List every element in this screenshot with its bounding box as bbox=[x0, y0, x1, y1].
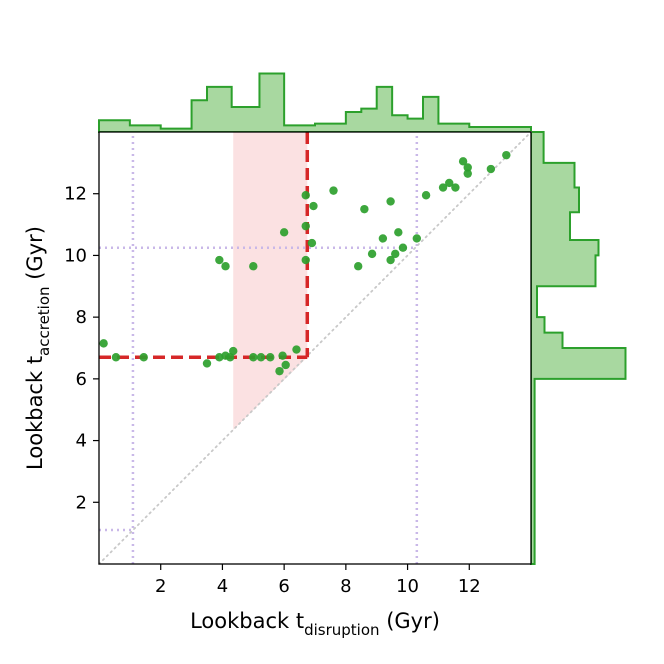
scatter-point bbox=[281, 360, 290, 370]
scatter-point bbox=[438, 183, 448, 192]
scatter-point bbox=[309, 201, 318, 211]
x-axis-label-main: Lookback t bbox=[190, 609, 304, 633]
scatter-point bbox=[202, 359, 212, 368]
scatter-point bbox=[412, 234, 422, 243]
scatter-point bbox=[256, 353, 266, 362]
scatter-point bbox=[301, 255, 310, 265]
right-histogram-bars bbox=[530, 131, 627, 565]
x-axis-label-sub: disruption bbox=[304, 621, 379, 639]
scatter-point bbox=[458, 157, 468, 166]
scatter-point bbox=[249, 353, 258, 362]
scatter-point bbox=[229, 346, 238, 356]
scatter-point bbox=[445, 178, 454, 188]
scatter-point bbox=[278, 351, 287, 360]
scatter-point bbox=[398, 243, 408, 252]
scatter-point bbox=[307, 238, 317, 248]
x-tick-label: 4 bbox=[217, 576, 228, 597]
reference-lines bbox=[99, 132, 419, 564]
scatter-point bbox=[301, 191, 310, 200]
scatter-point bbox=[266, 353, 275, 362]
scatter-point bbox=[386, 255, 395, 265]
scatter-point bbox=[421, 191, 431, 200]
scatter-point bbox=[391, 249, 400, 259]
x-tick-label: 10 bbox=[396, 576, 419, 597]
y-axis-label-main: Lookback t bbox=[23, 356, 47, 470]
top-histogram-bars bbox=[98, 72, 532, 133]
scatter-point bbox=[215, 255, 224, 265]
scatter-point bbox=[249, 262, 258, 271]
scatter-point bbox=[486, 164, 496, 174]
scatter-point bbox=[463, 169, 472, 178]
scatter-point bbox=[221, 262, 230, 271]
x-tick-label: 8 bbox=[340, 576, 351, 597]
x-axis-ticks: 2 4 6 8 10 12 bbox=[155, 564, 481, 597]
y-tick-label: 12 bbox=[64, 184, 87, 205]
scatter-point bbox=[367, 249, 377, 259]
scatter-points bbox=[99, 150, 511, 376]
y-tick-label: 6 bbox=[76, 369, 87, 390]
x-tick-label: 2 bbox=[155, 576, 166, 597]
y-axis-label: Lookback taccretion (Gyr) bbox=[23, 226, 53, 470]
scatter-point bbox=[292, 345, 301, 354]
scatter-point bbox=[378, 234, 388, 243]
y-tick-label: 2 bbox=[76, 492, 87, 513]
x-axis-label-unit: (Gyr) bbox=[380, 609, 440, 633]
y-axis-label-sub: accretion bbox=[35, 286, 53, 356]
scatter-point bbox=[99, 339, 108, 348]
x-tick-label: 6 bbox=[278, 576, 289, 597]
y-tick-label: 4 bbox=[76, 431, 87, 452]
right-histogram bbox=[530, 131, 627, 565]
scatter-point bbox=[354, 262, 363, 271]
y-axis-ticks: 2 4 6 8 10 12 bbox=[64, 184, 99, 513]
scatter-point bbox=[275, 366, 284, 376]
scatter-point bbox=[394, 228, 403, 237]
top-histogram bbox=[98, 72, 532, 133]
x-tick-label: 12 bbox=[458, 576, 481, 597]
scatter-point bbox=[360, 204, 369, 214]
scatter-point bbox=[111, 353, 121, 362]
plot-frame bbox=[98, 131, 532, 565]
scatter-point bbox=[463, 163, 472, 172]
scatter-point bbox=[329, 186, 338, 195]
scatter-point bbox=[279, 228, 289, 237]
scatter-point bbox=[301, 221, 310, 231]
x-axis-label: Lookback tdisruption (Gyr) bbox=[190, 609, 440, 639]
scatter-point bbox=[386, 197, 395, 206]
scatter-point bbox=[139, 353, 148, 362]
scatter-point bbox=[502, 150, 511, 160]
y-tick-label: 10 bbox=[64, 245, 87, 266]
scatter-point bbox=[451, 183, 460, 192]
y-tick-label: 8 bbox=[76, 307, 87, 328]
y-axis-label-unit: (Gyr) bbox=[23, 226, 47, 286]
